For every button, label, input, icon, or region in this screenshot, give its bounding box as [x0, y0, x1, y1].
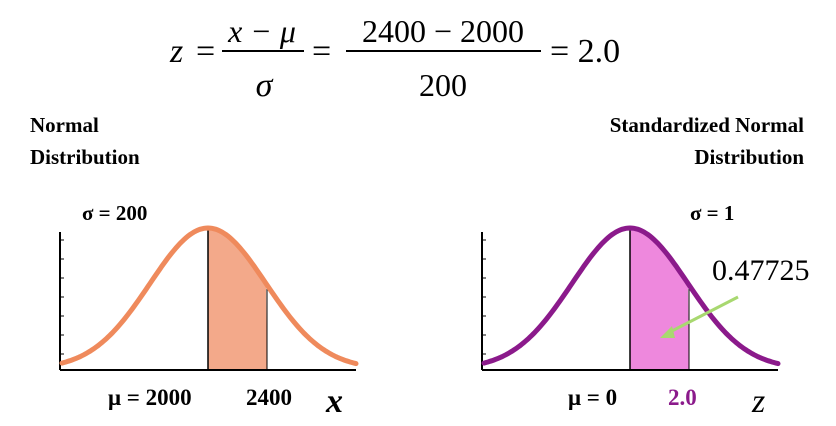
formula-eq-1: =	[196, 33, 215, 70]
right-normal-curve	[481, 225, 781, 367]
left-title-line1: Normal	[30, 113, 99, 137]
formula-eq-2: =	[312, 33, 331, 70]
right-title-line1: Standardized Normal	[610, 113, 804, 137]
right-mu-label: μ = 0	[568, 385, 617, 410]
left-sigma-label: σ = 200	[82, 201, 147, 225]
area-probability-label: 0.47725	[712, 254, 810, 287]
z-score-formula: z = x − μ σ = 2400 − 2000 200 = 2.0	[169, 13, 620, 104]
right-title-line2: Distribution	[694, 145, 804, 169]
formula-frac2-numerator: 2400 − 2000	[362, 13, 524, 49]
left-normal-curve	[59, 225, 359, 367]
formula-result: = 2.0	[550, 33, 620, 70]
formula-frac2-denominator: 200	[419, 67, 467, 103]
area-callout-arrow	[667, 295, 739, 335]
formula-z: z	[169, 33, 183, 70]
right-sigma-label: σ = 1	[690, 201, 734, 225]
left-axis-variable: x	[325, 383, 343, 420]
right-panel-standard-normal: Standardized Normal Distribution σ = 1 0…	[481, 113, 810, 420]
left-mu-label: μ = 2000	[108, 385, 192, 410]
right-shaded-area	[630, 228, 689, 369]
left-panel-normal: Normal Distribution σ = 200 μ = 2000 240…	[30, 113, 359, 420]
right-z-value-label: 2.0	[668, 385, 697, 410]
right-axis-variable: z	[751, 383, 765, 420]
left-shaded-area	[208, 228, 267, 369]
left-y-ticks	[60, 239, 64, 355]
formula-frac1-denominator: σ	[256, 67, 274, 104]
left-title-line2: Distribution	[30, 145, 140, 169]
formula-frac1-numerator: x − μ	[227, 13, 296, 49]
left-x-value-label: 2400	[246, 385, 292, 410]
right-y-ticks	[482, 239, 486, 355]
area-callout-arrowhead	[660, 326, 675, 338]
